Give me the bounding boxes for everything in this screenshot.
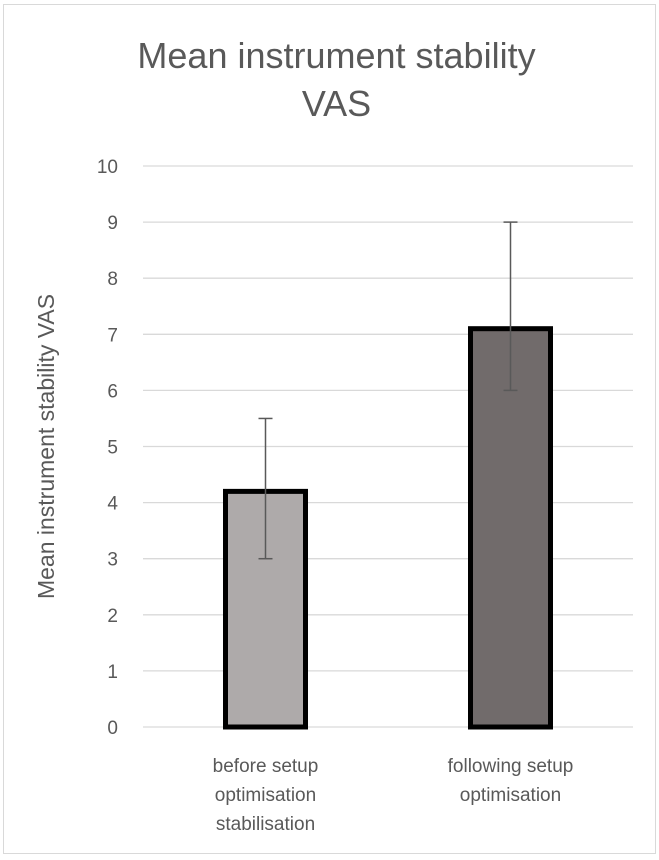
x-category-label: following setup optimisation xyxy=(448,756,574,806)
y-tick-label: 7 xyxy=(107,325,118,346)
x-axis-categories: before setup optimisation stabilisation fol… xyxy=(213,756,574,835)
y-tick-label: 0 xyxy=(107,718,118,739)
chart-title-line-1: Mean instrument stability xyxy=(137,35,536,76)
y-tick-label: 6 xyxy=(107,381,118,402)
x-category-label-line: stabilisation xyxy=(216,814,315,835)
error-bars xyxy=(258,221,518,560)
y-axis-ticks: 0 1 2 3 4 5 6 7 8 9 10 xyxy=(97,157,119,739)
x-category-label-line: optimisation xyxy=(215,785,316,806)
y-tick-label: 3 xyxy=(107,550,118,571)
gridlines xyxy=(143,165,633,728)
x-category-label-line: optimisation xyxy=(460,785,561,806)
bar xyxy=(223,488,308,730)
y-axis-title: Mean instrument stability VAS xyxy=(33,294,59,599)
x-category-label-line: before setup xyxy=(213,756,319,777)
x-category-label: before setup optimisation stabilisation xyxy=(213,756,319,835)
bars xyxy=(223,326,553,730)
y-tick-label: 4 xyxy=(107,494,118,515)
y-tick-label: 9 xyxy=(107,213,118,234)
x-category-label-line: following setup xyxy=(448,756,574,777)
chart-title: Mean instrument stability VAS xyxy=(0,32,659,128)
error-bar xyxy=(503,221,518,392)
chart-title-line-2: VAS xyxy=(301,83,372,124)
error-bar xyxy=(258,417,273,560)
y-tick-label: 10 xyxy=(97,157,118,178)
y-tick-label: 5 xyxy=(107,438,118,459)
y-tick-label: 2 xyxy=(107,606,118,627)
y-tick-label: 8 xyxy=(107,269,118,290)
y-tick-label: 1 xyxy=(107,662,118,683)
